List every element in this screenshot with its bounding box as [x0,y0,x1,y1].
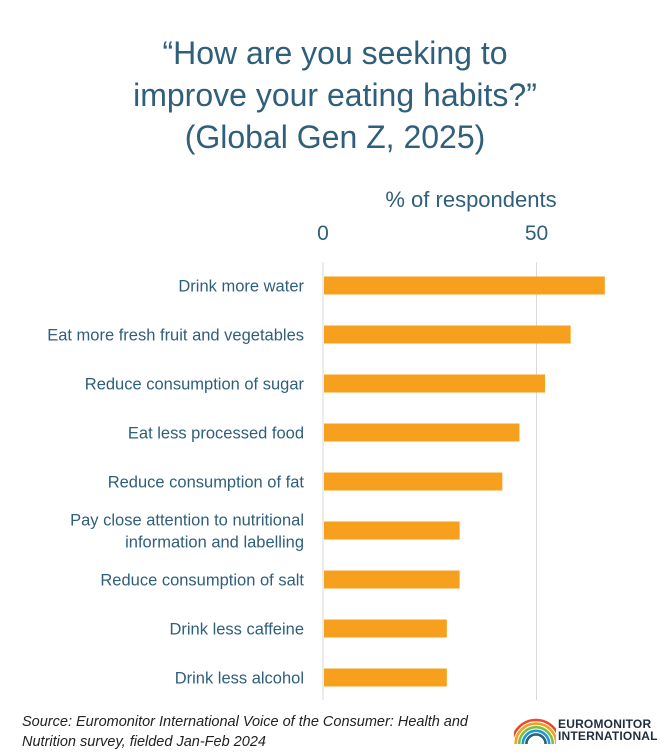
category-label: Drink less caffeine [169,621,304,639]
euromonitor-logo: EUROMONITOR INTERNATIONAL [510,716,664,746]
category-label-line: Drink more water [178,278,304,296]
bar [324,521,460,540]
category-label: Eat less processed food [128,425,304,443]
category-label: Reduce consumption of salt [100,572,304,590]
bar [324,325,571,344]
source-label: Source: [22,714,72,730]
logo-arc [521,729,551,745]
x-tick-label: 50 [525,222,548,245]
category-label: Pay close attention to nutritional inform… [70,512,304,552]
bar [324,570,460,589]
category-label: Reduce consumption of fat [108,474,305,492]
chart-title: “How are you seeking to improve your eat… [0,32,670,158]
category-label-line: Reduce consumption of sugar [85,376,305,394]
category-label: Drink less alcohol [175,670,304,688]
category-label-line: Drink less caffeine [169,621,304,639]
category-label-line: Eat less processed food [128,425,304,443]
category-label-line: Reduce consumption of salt [100,572,304,590]
title-line-1: “How are you seeking to [162,35,508,71]
bar [324,276,605,295]
rainbow-arcs-icon [510,718,562,745]
category-label-line: Eat more fresh fruit and vegetables [47,327,304,345]
x-axis-title: % of respondents [385,187,556,212]
category-label-line: Drink less alcohol [175,670,304,688]
title-line-3: (Global Gen Z, 2025) [184,119,486,155]
bar [324,668,447,687]
bar-chart: % of respondents 0 50 Drink more water Eat m… [47,187,605,700]
category-label-line: Reduce consumption of fat [108,474,305,492]
x-tick-label: 0 [317,222,329,245]
category-label-line: information and labelling [125,534,304,552]
logo-arc [517,725,555,745]
logo-arc [525,733,547,745]
bar [324,472,503,491]
logo-line-2: INTERNATIONAL [558,729,658,743]
category-label: Eat more fresh fruit and vegetables [47,327,304,345]
source-text: Euromonitor International Voice of the C… [22,714,469,750]
logo-text: EUROMONITOR INTERNATIONAL [558,718,658,742]
category-label: Drink more water [178,278,304,296]
bar [324,374,546,393]
bar [324,423,520,442]
title-line-2: improve your eating habits?” [133,77,537,113]
logo-line-1: EUROMONITOR [558,717,652,731]
bar [324,619,447,638]
category-label-line: Pay close attention to nutritional [70,512,304,530]
source-note: Source: Euromonitor International Voice … [22,712,492,752]
category-label: Reduce consumption of sugar [85,376,305,394]
logo-arc [514,722,558,745]
